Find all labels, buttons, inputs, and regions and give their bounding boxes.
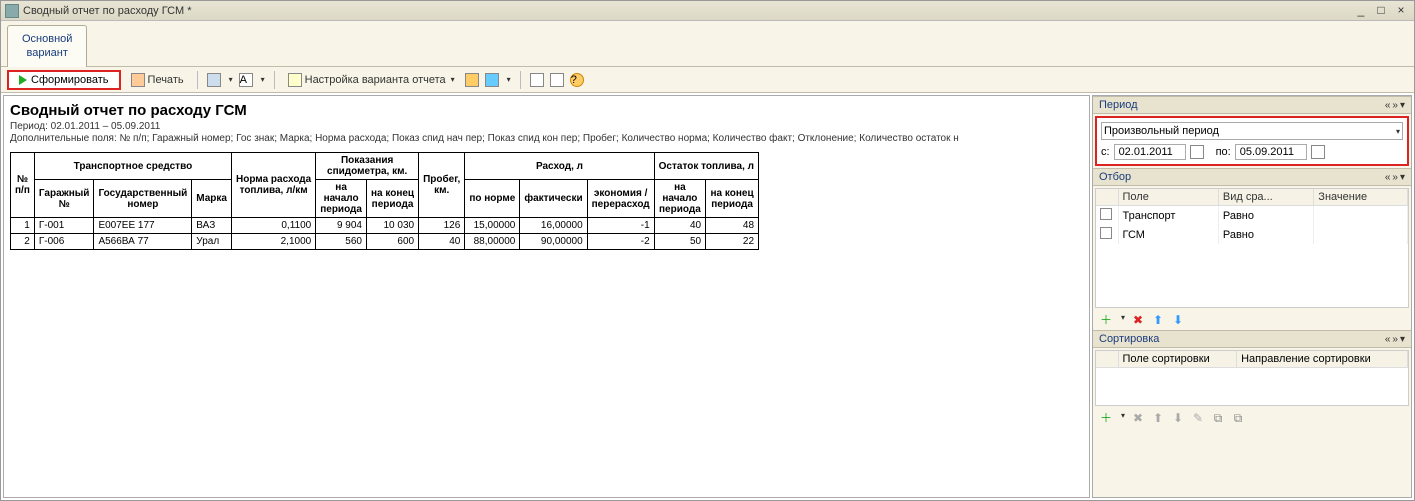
col-ost-end: на конец периода — [706, 180, 759, 218]
filter-col-cmp: Вид сра... — [1218, 189, 1313, 206]
print-button[interactable]: Печать — [127, 71, 188, 89]
filter-panel-body: Поле Вид сра... Значение ТранспортРавноГ… — [1095, 188, 1409, 308]
period-panel-header: Период «»▾ — [1093, 96, 1411, 114]
col-vehicle: Транспортное средство — [34, 153, 231, 180]
layout-icon-1[interactable] — [530, 73, 544, 87]
help-icon[interactable]: ? — [570, 73, 584, 87]
close-button[interactable]: × — [1392, 4, 1410, 18]
col-garage: Гаражный № — [34, 180, 94, 218]
sort-col-field: Поле сортировки — [1118, 351, 1237, 368]
checkbox[interactable] — [1100, 208, 1112, 220]
minimize-button[interactable]: _ — [1352, 4, 1370, 18]
sort-col-dir: Направление сортировки — [1237, 351, 1408, 368]
sort-panel-title: Сортировка — [1099, 333, 1159, 345]
font-icon[interactable]: A — [239, 73, 253, 87]
col-odo-start: на начало периода — [316, 180, 367, 218]
paste-icon[interactable]: ⧉ — [1231, 411, 1245, 425]
col-marka: Марка — [192, 180, 232, 218]
add-filter-icon[interactable]: ＋ — [1099, 313, 1113, 327]
calendar-to-icon[interactable] — [1311, 145, 1325, 159]
report-title: Сводный отчет по расходу ГСМ — [10, 102, 1083, 119]
up-icon[interactable]: ⬆ — [1151, 313, 1165, 327]
folder-icon[interactable] — [465, 73, 479, 87]
app-icon — [5, 4, 19, 18]
variant-settings-label: Настройка варианта отчета — [305, 74, 446, 86]
filter-tools: ＋▾ ✖ ⬆ ⬇ — [1093, 310, 1411, 330]
copy-icon[interactable]: ⧉ — [1211, 411, 1225, 425]
col-norma: Норма расхода топлива, л/км — [232, 153, 316, 218]
date-from-input[interactable] — [1114, 144, 1186, 160]
filter-row[interactable]: ГСМРавно — [1096, 225, 1408, 244]
tab-main-variant[interactable]: Основной вариант — [7, 25, 87, 67]
wrench-icon — [288, 73, 302, 87]
col-ost-start: на начало периода — [654, 180, 705, 218]
nav-dd[interactable]: ▾ — [1400, 100, 1405, 111]
sort-panel-header: Сортировка «»▾ — [1093, 330, 1411, 348]
down-sort-icon[interactable]: ⬇ — [1171, 411, 1185, 425]
nav-prev[interactable]: « — [1385, 100, 1391, 111]
col-po-norme: по норме — [465, 180, 520, 218]
filter-panel-title: Отбор — [1099, 171, 1131, 183]
date-to-input[interactable] — [1235, 144, 1307, 160]
filter-col-field: Поле — [1118, 189, 1218, 206]
table-icon[interactable] — [207, 73, 221, 87]
edit-sort-icon[interactable]: ✎ — [1191, 411, 1205, 425]
sort-tools: ＋▾ ✖ ⬆ ⬇ ✎ ⧉ ⧉ — [1093, 408, 1411, 428]
filter-row[interactable]: ТранспортРавно — [1096, 206, 1408, 226]
period-panel-body: Произвольный период ▾ с: по: — [1095, 116, 1409, 166]
report-area: Сводный отчет по расходу ГСМ Период: 02.… — [3, 95, 1090, 498]
print-label: Печать — [148, 74, 184, 86]
table-row: 1Г-001Е007ЕЕ 177ВАЗ0,11009 90410 0301261… — [11, 218, 759, 234]
report-table: № п/п Транспортное средство Норма расход… — [10, 152, 759, 250]
col-npp: № п/п — [11, 153, 35, 218]
play-icon — [19, 75, 27, 85]
report-period: Период: 02.01.2011 – 05.09.2011 — [10, 121, 1083, 132]
table-row: 2Г-006А566ВА 77Урал2,10005606004088,0000… — [11, 234, 759, 250]
period-type-value: Произвольный период — [1104, 125, 1219, 137]
remove-filter-icon[interactable]: ✖ — [1131, 313, 1145, 327]
col-fakt: фактически — [520, 180, 587, 218]
col-probeg: Пробег, км. — [419, 153, 465, 218]
generate-button[interactable]: Сформировать — [7, 70, 121, 90]
to-label: по: — [1216, 146, 1231, 158]
report-extra-fields: Дополнительные поля: № п/п; Гаражный ном… — [10, 133, 1083, 144]
sort-panel-body: Поле сортировки Направление сортировки — [1095, 350, 1409, 406]
period-type-select[interactable]: Произвольный период ▾ — [1101, 122, 1403, 140]
down-icon[interactable]: ⬇ — [1171, 313, 1185, 327]
side-panel: Период «»▾ Произвольный период ▾ с: по: … — [1092, 95, 1412, 498]
col-econ: экономия / перерасход — [587, 180, 654, 218]
add-sort-icon[interactable]: ＋ — [1099, 411, 1113, 425]
col-rashod: Расход, л — [465, 153, 654, 180]
col-odo-end: на конец периода — [366, 180, 418, 218]
titlebar: Сводный отчет по расходу ГСМ * _ □ × — [1, 1, 1414, 21]
period-panel-title: Период — [1099, 99, 1138, 111]
toolbar: Сформировать Печать ▾ A▾ Настройка вариа… — [1, 67, 1414, 93]
col-odo: Показания спидометра, км. — [316, 153, 419, 180]
printer-icon — [131, 73, 145, 87]
col-ostatok: Остаток топлива, л — [654, 153, 758, 180]
variant-settings-button[interactable]: Настройка варианта отчета ▾ — [284, 71, 459, 89]
calendar-from-icon[interactable] — [1190, 145, 1204, 159]
layout-icon-2[interactable] — [550, 73, 564, 87]
filter-col-val: Значение — [1314, 189, 1408, 206]
checkbox[interactable] — [1100, 227, 1112, 239]
col-gos: Государственный номер — [94, 180, 192, 218]
from-label: с: — [1101, 146, 1110, 158]
maximize-button[interactable]: □ — [1372, 4, 1390, 18]
tabbar: Основной вариант — [1, 21, 1414, 67]
generate-label: Сформировать — [31, 74, 109, 86]
filter-panel-header: Отбор «»▾ — [1093, 168, 1411, 186]
save-icon[interactable] — [485, 73, 499, 87]
window-title: Сводный отчет по расходу ГСМ * — [23, 5, 192, 17]
remove-sort-icon[interactable]: ✖ — [1131, 411, 1145, 425]
up-sort-icon[interactable]: ⬆ — [1151, 411, 1165, 425]
nav-next[interactable]: » — [1392, 100, 1398, 111]
